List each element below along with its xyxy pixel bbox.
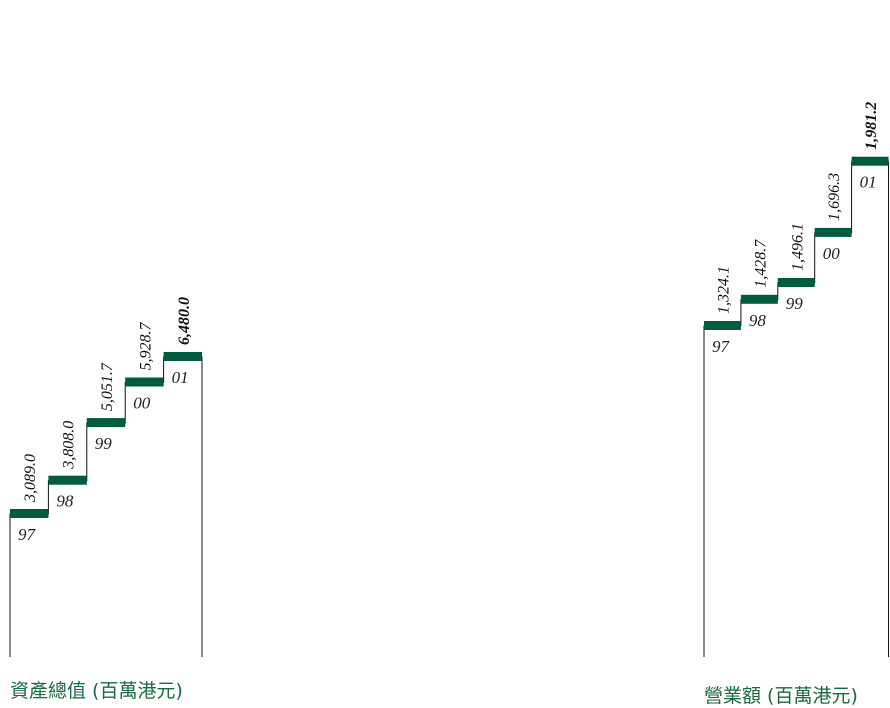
- total-assets-year-label-00: 00: [133, 394, 151, 413]
- total-assets-year-label-01: 01: [172, 368, 189, 387]
- turnover-value-label-00: 1,696.3: [826, 173, 843, 221]
- turnover-value-label-98: 1,428.7: [752, 239, 769, 288]
- total-assets-value-label-00: 5,928.7: [137, 322, 154, 371]
- turnover-value-label-99: 1,496.1: [789, 223, 806, 271]
- total-assets-bar-98: [48, 475, 87, 485]
- turnover-chart-title: 營業額 (百萬港元): [704, 685, 858, 707]
- turnover-year-label-98: 98: [749, 311, 767, 330]
- turnover-bar-98: [740, 294, 778, 304]
- total-assets-year-label-98: 98: [56, 492, 74, 511]
- turnover-bar-99: [777, 278, 815, 287]
- total-assets-value-label-99: 5,051.7: [99, 362, 116, 411]
- total-assets-bar-00: [125, 377, 164, 387]
- total-assets-chart-title: 資產總值 (百萬港元): [10, 680, 183, 702]
- turnover-year-label-00: 00: [823, 244, 841, 263]
- turnover-value-label-97: 1,324.1: [716, 266, 733, 314]
- turnover-year-label-99: 99: [786, 294, 804, 313]
- turnover-year-label-01: 01: [860, 173, 877, 192]
- total-assets-bar-99: [86, 418, 126, 428]
- turnover-bar-00: [814, 227, 852, 237]
- turnover-bar-97: [704, 321, 741, 330]
- total-assets-value-label-01: 6,480.0: [176, 297, 193, 345]
- total-assets-value-label-98: 3,808.0: [61, 421, 78, 470]
- total-assets-bar-97: [10, 509, 49, 518]
- turnover-year-label-97: 97: [712, 337, 731, 356]
- total-assets-value-label-97: 3,089.0: [22, 454, 39, 503]
- turnover-value-label-01: 1,981.2: [863, 102, 880, 150]
- total-assets-bar-01: [163, 352, 202, 361]
- total-assets-year-label-99: 99: [95, 434, 113, 453]
- turnover-bar-01: [851, 156, 889, 166]
- total-assets-year-label-97: 97: [18, 525, 37, 544]
